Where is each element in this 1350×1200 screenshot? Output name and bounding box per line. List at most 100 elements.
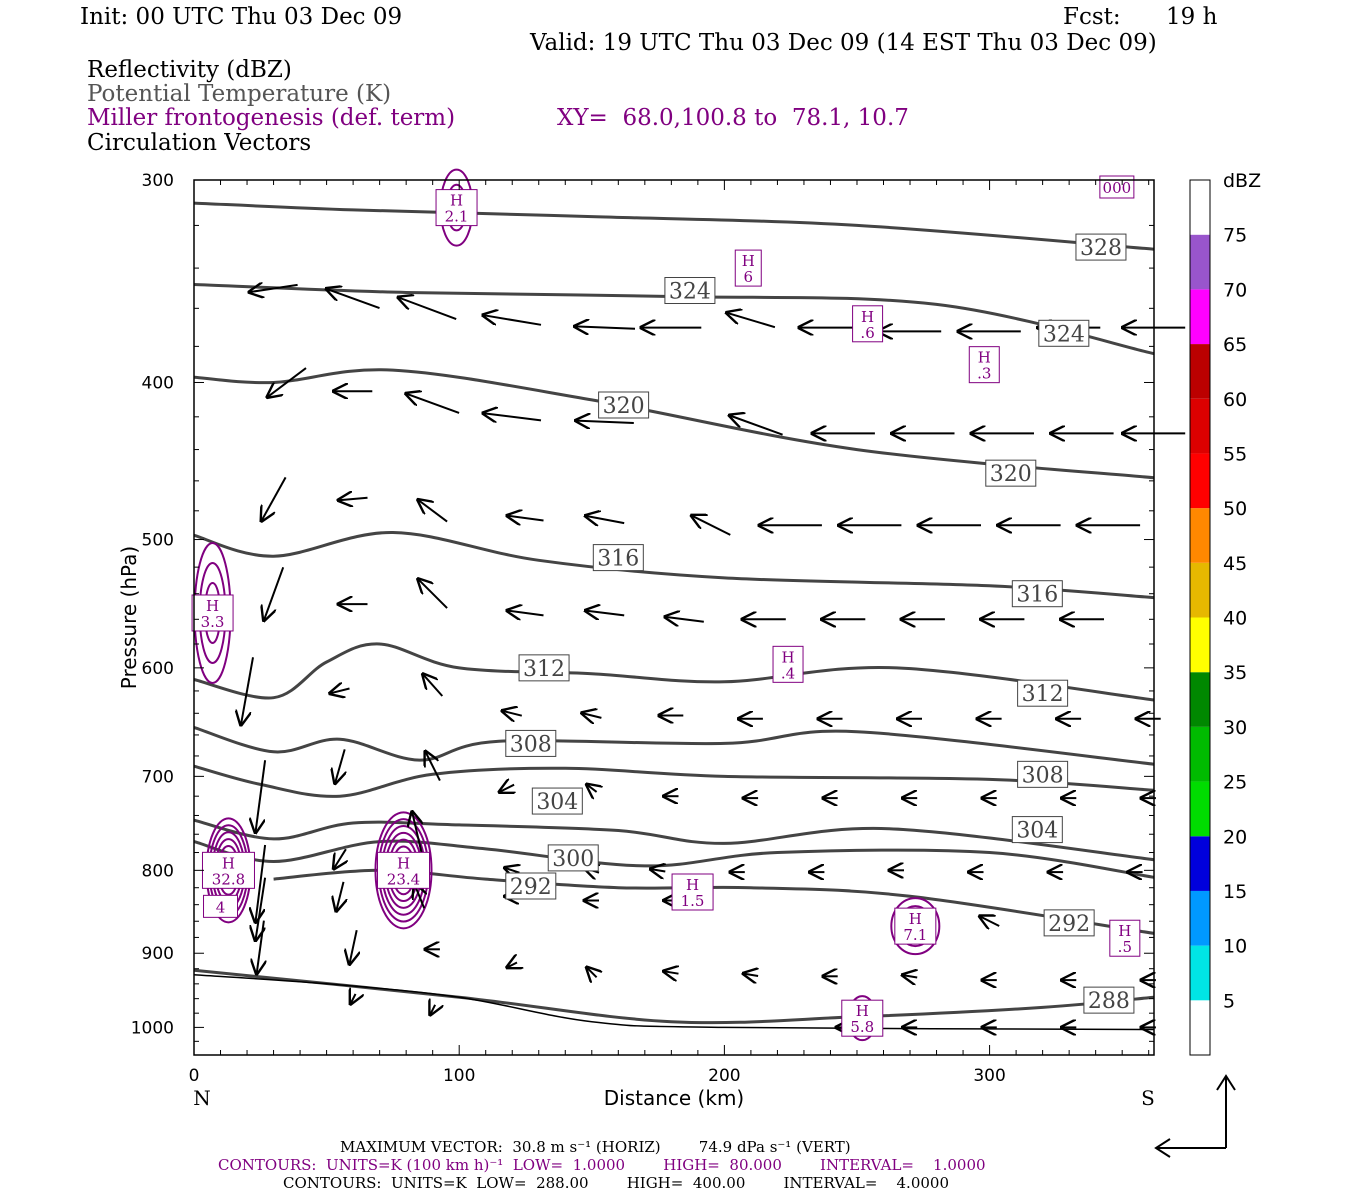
- circulation-vector: [587, 785, 597, 792]
- theta-label: 300: [552, 847, 594, 872]
- colorbar-swatch: [1190, 617, 1210, 673]
- frontogenesis-contours: [193, 168, 941, 1042]
- theta-label: 316: [597, 547, 639, 572]
- theta-label-box: [518, 654, 570, 682]
- frontogenesis-high-value: 2.1: [445, 208, 469, 226]
- colorbar-level: 10: [1223, 936, 1247, 958]
- frontogenesis-high-value: 1.5: [681, 892, 705, 910]
- theta-label-box: [1038, 319, 1090, 347]
- circulation-vector: [430, 1005, 435, 1015]
- circulation-vector: [586, 611, 625, 616]
- colorbar-swatch: [1190, 726, 1210, 782]
- reference-vector-icon: [1154, 1074, 1236, 1158]
- colorbar-level: 15: [1223, 881, 1247, 903]
- colorbar-level: 40: [1223, 608, 1247, 630]
- colorbar-swatch: [1190, 672, 1210, 727]
- colorbar-level: 55: [1223, 443, 1247, 465]
- theta-label: 324: [669, 280, 711, 305]
- legend-potential-temperature: Potential Temperature (K): [87, 81, 392, 107]
- colorbar-level: 20: [1223, 826, 1247, 848]
- circulation-vector: [508, 611, 544, 616]
- circulation-vector: [582, 713, 602, 718]
- circulation-vector: [903, 975, 917, 977]
- circulation-vector: [257, 920, 264, 974]
- frontogenesis-high-letter: H: [861, 308, 874, 326]
- frontogenesis-high-box: [435, 189, 478, 227]
- y-tick-label: 600: [142, 659, 174, 679]
- frontogenesis-high-letter: H: [978, 349, 991, 367]
- circulation-vector: [665, 617, 704, 622]
- frontogenesis-contour: [890, 897, 941, 956]
- colorbar-swatch: [1190, 344, 1210, 399]
- circulation-vector: [335, 749, 345, 783]
- x-tick-label: 0: [189, 1066, 200, 1086]
- y-tick-label: 400: [142, 373, 174, 393]
- theta-label: 292: [510, 875, 552, 900]
- frontogenesis-high-letter: H: [397, 854, 410, 872]
- frontogenesis-high-box: [841, 999, 884, 1037]
- y-tick-label: 1000: [131, 1018, 174, 1038]
- circulation-vector: [256, 760, 267, 832]
- theta-label: 308: [510, 732, 552, 757]
- init-time: Init: 00 UTC Thu 03 Dec 09: [80, 4, 403, 30]
- theta-label-box: [1043, 909, 1095, 937]
- forecast-label: Fcst:: [1063, 4, 1121, 30]
- frontogenesis-high-box: [671, 873, 714, 911]
- theta-label-box: [598, 391, 650, 419]
- colorbar-swatch: [1190, 890, 1210, 946]
- theta-label: 312: [523, 657, 565, 682]
- theta-label: 312: [1022, 682, 1064, 707]
- circulation-vector: [692, 516, 731, 536]
- circulation-vector: [406, 394, 460, 414]
- circulation-vector: [508, 516, 544, 521]
- theta-label: 288: [1088, 989, 1130, 1014]
- colorbar-level: 75: [1223, 225, 1247, 247]
- theta-contours: [193, 201, 1155, 1025]
- x-tick-label: 100: [443, 1066, 475, 1086]
- theta-contour-308: [193, 725, 1155, 766]
- circulation-vector: [575, 326, 636, 328]
- circulation-vector: [426, 752, 441, 782]
- colorbar-swatch: [1190, 289, 1210, 345]
- colorbar-swatch: [1190, 562, 1210, 618]
- colorbar-level: 60: [1223, 389, 1247, 411]
- theta-contour-288: [193, 968, 1155, 1025]
- circulation-vector: [241, 657, 254, 724]
- colorbar-level: 30: [1223, 717, 1247, 739]
- theta-contour-316: [193, 530, 1155, 600]
- theta-label: 320: [990, 462, 1032, 487]
- theta-contour-296: [193, 839, 1155, 879]
- circulation-vector: [256, 844, 267, 922]
- theta-contour-320: [193, 368, 1155, 480]
- circulation-vector: [505, 868, 519, 873]
- frontogenesis-high-box: [734, 249, 762, 287]
- circulation-vector: [262, 476, 287, 520]
- circulation-vector: [336, 881, 343, 911]
- max-vector-info: MAXIMUM VECTOR: 30.8 m s⁻¹ (HORIZ) 74.9 …: [340, 1138, 851, 1156]
- circulation-vector: [330, 689, 350, 694]
- fgen-contour-info: CONTOURS: UNITS=K (100 km h)⁻¹ LOW= 1.00…: [218, 1156, 986, 1174]
- legend-frontogenesis: Miller frontogenesis (def. term): [87, 105, 456, 131]
- theta-label-box: [1011, 816, 1063, 844]
- colorbar-title: dBZ: [1223, 170, 1261, 192]
- colorbar-swatch: [1190, 781, 1210, 837]
- x-tick-label: 200: [708, 1066, 740, 1086]
- circulation-vector: [350, 929, 357, 964]
- y-tick-label: 500: [142, 531, 174, 551]
- theta-label: 292: [1048, 912, 1090, 937]
- south-label: S: [1141, 1086, 1155, 1110]
- colorbar-swatch: [1190, 836, 1210, 891]
- axes: 0 100 200 300 300 400 500 600 700 800 900 1000 Dista…: [117, 171, 1155, 1110]
- circulation-vector: [399, 298, 457, 321]
- theta-contour-300: [193, 818, 1155, 862]
- frontogenesis-high-letter: H: [1118, 922, 1131, 940]
- circulation-vector: [339, 498, 368, 500]
- frontogenesis-high-value: 6: [743, 268, 753, 286]
- circulation-vector: [483, 315, 542, 326]
- circulation-vector: [727, 313, 776, 329]
- circulation-vector: [334, 848, 346, 868]
- frontogenesis-high-box: [201, 851, 255, 889]
- x-tick-label: 300: [973, 1066, 1005, 1086]
- frontogenesis-high-box: [1109, 919, 1141, 957]
- circulation-vector: [483, 413, 542, 420]
